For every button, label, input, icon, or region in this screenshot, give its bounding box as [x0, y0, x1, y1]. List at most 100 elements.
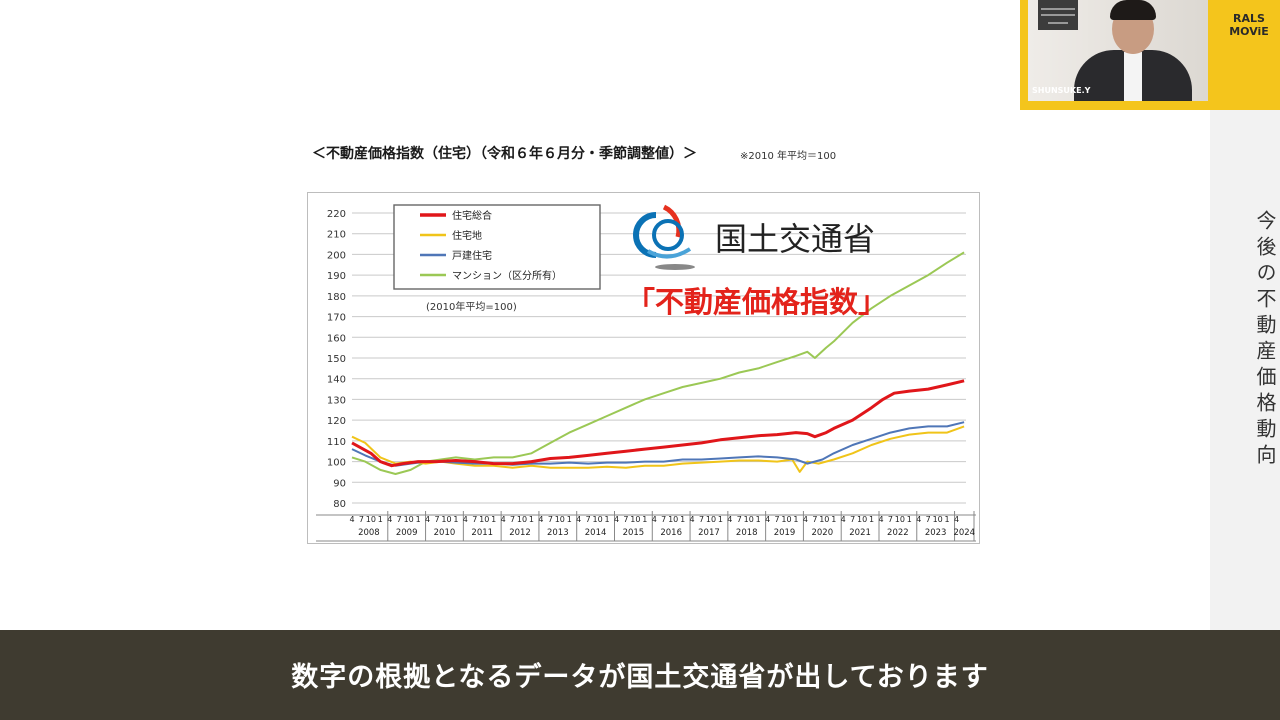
y-tick-label: 120 [327, 416, 346, 427]
month-tick-label: 1 [831, 515, 836, 524]
month-tick-label: 1 [680, 515, 685, 524]
month-tick-label: 7 [775, 515, 780, 524]
month-tick-label: 10 [630, 515, 640, 524]
month-tick-label: 4 [463, 515, 468, 524]
legend-label: 戸建住宅 [452, 249, 492, 262]
y-tick-label: 210 [327, 230, 346, 241]
series-layer [351, 251, 965, 475]
year-label: 2020 [811, 528, 833, 538]
month-tick-label: 10 [819, 515, 829, 524]
month-tick-label: 7 [926, 515, 931, 524]
y-tick-label: 110 [327, 437, 346, 448]
month-tick-label: 7 [850, 515, 855, 524]
year-label: 2014 [585, 528, 607, 538]
presenter-video: SHUNSUKE.Y [1028, 0, 1208, 101]
series-line [351, 251, 965, 475]
year-label: 2018 [736, 528, 758, 538]
month-tick-label: 4 [765, 515, 770, 524]
year-label: 2024 [953, 528, 975, 538]
month-tick-label: 1 [416, 515, 421, 524]
month-tick-label: 7 [586, 515, 591, 524]
sidebar-title: 今後の不動産価格動向 [1253, 210, 1277, 470]
mlit-logo-text: 国土交通省 [715, 220, 875, 258]
mlit-emblem-icon [633, 204, 695, 270]
y-tick-label: 150 [327, 354, 346, 365]
month-tick-label: 10 [593, 515, 603, 524]
year-label: 2013 [547, 528, 569, 538]
year-label: 2012 [509, 528, 531, 538]
month-tick-label: 7 [623, 515, 628, 524]
month-tick-label: 1 [869, 515, 874, 524]
month-tick-label: 4 [878, 515, 883, 524]
y-tick-label: 170 [327, 313, 346, 324]
sidebar: 今後の不動産価格動向 [1210, 110, 1280, 630]
month-tick-label: 1 [529, 515, 534, 524]
month-tick-label: 10 [933, 515, 943, 524]
year-label: 2016 [660, 528, 682, 538]
caption-text: 数字の根拠となるデータが国土交通省が出しております [291, 662, 989, 693]
overlay-title: 「不動産価格指数」 [626, 285, 887, 319]
month-tick-label: 10 [517, 515, 527, 524]
mlit-logo: 国土交通省 [633, 204, 875, 270]
month-tick-label: 7 [434, 515, 439, 524]
year-label: 2023 [925, 528, 947, 538]
y-tick-label: 180 [327, 292, 346, 303]
year-label: 2022 [887, 528, 909, 538]
year-label: 2017 [698, 528, 720, 538]
month-tick-label: 4 [387, 515, 392, 524]
month-tick-label: 7 [359, 515, 364, 524]
month-tick-label: 4 [954, 515, 959, 524]
month-tick-label: 1 [491, 515, 496, 524]
month-tick-label: 1 [604, 515, 609, 524]
slide-heading: ＜不動産価格指数（住宅）（令和６年６月分・季節調整値）＞ [312, 146, 697, 162]
month-tick-label: 1 [642, 515, 647, 524]
year-label: 2011 [471, 528, 493, 538]
month-tick-label: 4 [916, 515, 921, 524]
month-tick-label: 10 [781, 515, 791, 524]
month-tick-label: 1 [453, 515, 458, 524]
month-tick-label: 10 [706, 515, 716, 524]
year-label: 2008 [358, 528, 380, 538]
webcam-overlay: SHUNSUKE.Y RALS MOViE [1020, 0, 1280, 110]
month-tick-label: 10 [895, 515, 905, 524]
month-tick-label: 1 [567, 515, 572, 524]
legend-label: 住宅地 [452, 229, 482, 242]
month-tick-label: 4 [841, 515, 846, 524]
month-tick-label: 4 [501, 515, 506, 524]
legend-label: 住宅総合 [452, 209, 492, 222]
y-tick-label: 90 [333, 478, 346, 489]
name-sign [1038, 0, 1078, 30]
month-tick-label: 10 [744, 515, 754, 524]
month-tick-label: 4 [727, 515, 732, 524]
year-label: 2010 [434, 528, 456, 538]
month-tick-label: 10 [555, 515, 565, 524]
month-tick-label: 7 [510, 515, 515, 524]
month-tick-label: 4 [652, 515, 657, 524]
month-tick-label: 4 [538, 515, 543, 524]
year-label: 2021 [849, 528, 871, 538]
caption-bar [0, 630, 1280, 720]
slide: ＜不動産価格指数（住宅）（令和６年６月分・季節調整値）＞ ※2010 年平均＝1… [307, 146, 980, 544]
month-tick-label: 4 [614, 515, 619, 524]
month-tick-label: 1 [945, 515, 950, 524]
brand-logo: RALS MOViE [1229, 12, 1269, 38]
month-tick-label: 4 [425, 515, 430, 524]
y-tick-label: 190 [327, 271, 346, 282]
month-tick-label: 10 [668, 515, 678, 524]
month-tick-label: 7 [472, 515, 477, 524]
month-tick-label: 4 [803, 515, 808, 524]
month-tick-label: 7 [888, 515, 893, 524]
y-tick-label: 100 [327, 458, 346, 469]
month-tick-label: 1 [718, 515, 723, 524]
month-tick-label: 10 [857, 515, 867, 524]
month-tick-label: 10 [479, 515, 489, 524]
year-label: 2019 [774, 528, 796, 538]
month-tick-label: 4 [576, 515, 581, 524]
month-tick-label: 7 [661, 515, 666, 524]
y-tick-label: 140 [327, 375, 346, 386]
series-line [351, 379, 965, 468]
month-tick-label: 7 [737, 515, 742, 524]
chart-svg: 8090100110120130140150160170180190200210… [316, 204, 976, 542]
year-label: 2015 [623, 528, 645, 538]
